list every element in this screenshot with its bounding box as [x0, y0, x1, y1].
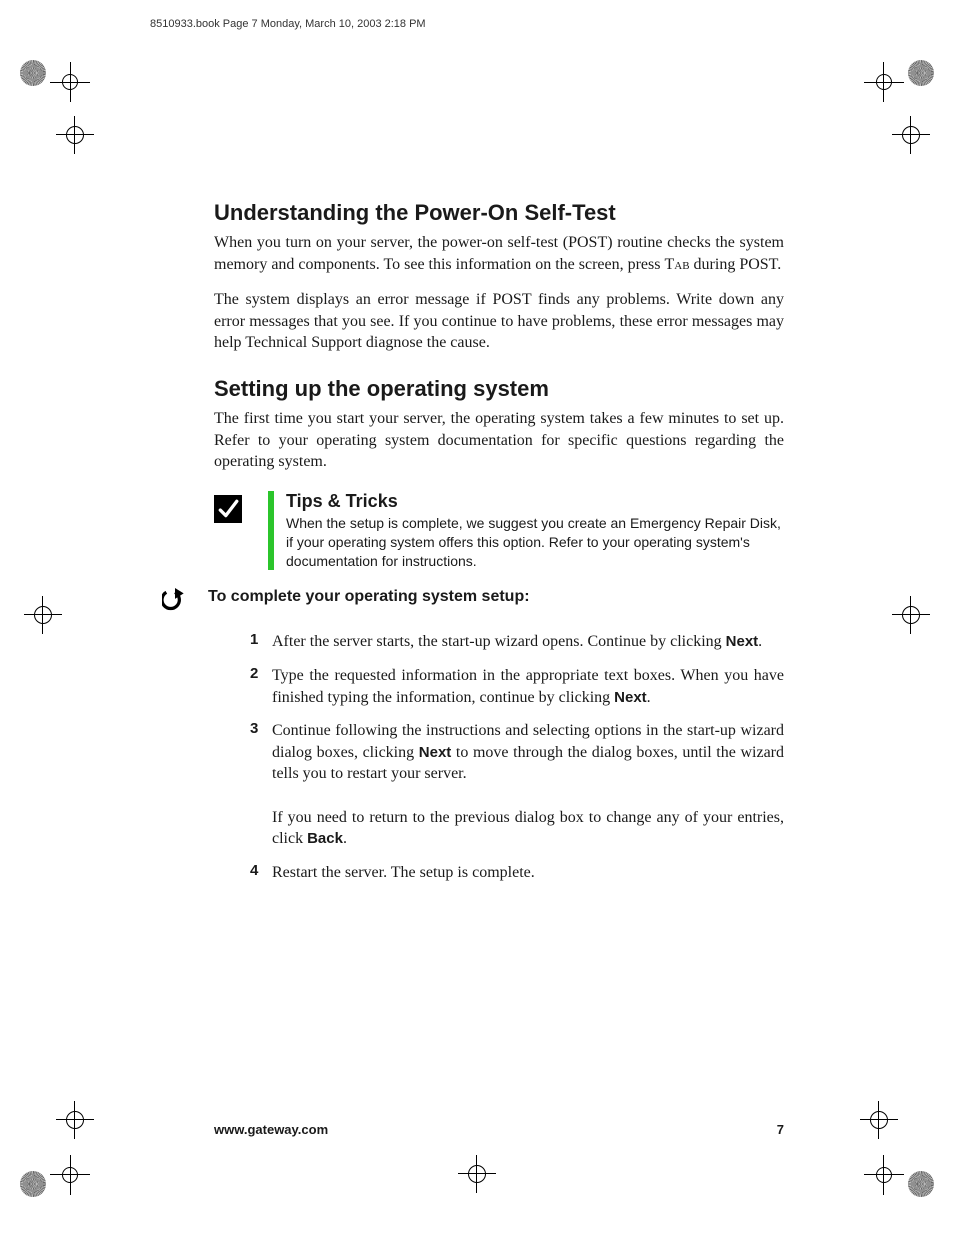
- step-2: Type the requested information in the ap…: [250, 665, 784, 708]
- crop-mark-top-right: [876, 62, 932, 118]
- step-4: Restart the server. The setup is complet…: [250, 862, 784, 884]
- step-3-text-f: .: [343, 830, 347, 847]
- key-tab: Tab: [664, 256, 689, 273]
- step-2-text-c: .: [647, 689, 651, 706]
- page-footer: www.gateway.com 7: [214, 1122, 784, 1137]
- footer-url: www.gateway.com: [214, 1122, 328, 1137]
- para-os-1: The first time you start your server, th…: [214, 408, 784, 473]
- step-4-text: Restart the server. The setup is complet…: [272, 862, 784, 884]
- procedure-arrow-icon: [162, 588, 208, 619]
- reg-mark-bottom-left-2: [60, 1105, 90, 1135]
- tips-title: Tips & Tricks: [286, 491, 784, 512]
- step-1-text-a: After the server starts, the start-up wi…: [272, 633, 726, 650]
- crop-mark-bottom-left: [22, 1139, 78, 1195]
- ui-next-1: Next: [726, 633, 759, 650]
- ui-back: Back: [307, 830, 343, 847]
- reg-mark-bottom-right-2: [864, 1105, 894, 1135]
- reg-mark-bottom-center: [462, 1159, 492, 1189]
- crop-mark-top-left: [22, 62, 78, 118]
- footer-page-number: 7: [777, 1122, 784, 1137]
- crop-mark-bottom-right: [876, 1139, 932, 1195]
- reg-mark-right-mid: [896, 600, 926, 630]
- reg-mark-top-right-2: [896, 120, 926, 150]
- para-post-1: When you turn on your server, the power-…: [214, 232, 784, 275]
- heading-post: Understanding the Power-On Self-Test: [214, 200, 784, 226]
- checkmark-box-icon: [214, 495, 242, 523]
- step-2-text-a: Type the requested information in the ap…: [272, 667, 784, 706]
- step-1: After the server starts, the start-up wi…: [250, 631, 784, 653]
- reg-mark-left-mid: [28, 600, 58, 630]
- heading-os-setup: Setting up the operating system: [214, 376, 784, 402]
- page-body: Understanding the Power-On Self-Test Whe…: [214, 200, 784, 883]
- running-header-filename: 8510933.book Page 7 Monday, March 10, 20…: [150, 18, 426, 30]
- procedure-heading: To complete your operating system setup:: [208, 588, 530, 619]
- procedure-steps: After the server starts, the start-up wi…: [250, 631, 784, 883]
- tips-green-bar: [268, 491, 274, 571]
- ui-next-3: Next: [419, 744, 452, 761]
- ui-next-2: Next: [614, 689, 647, 706]
- step-3-text-d: If you need to return to the previous di…: [272, 809, 784, 848]
- tips-and-tricks-callout: Tips & Tricks When the setup is complete…: [214, 491, 784, 571]
- tips-subtext: When the setup is complete, we suggest y…: [286, 514, 784, 571]
- step-3: Continue following the instructions and …: [250, 720, 784, 850]
- step-1-text-c: .: [758, 633, 762, 650]
- reg-mark-top-left-2: [60, 120, 90, 150]
- para-post-1-tail: during POST.: [690, 256, 782, 273]
- para-post-2: The system displays an error message if …: [214, 289, 784, 354]
